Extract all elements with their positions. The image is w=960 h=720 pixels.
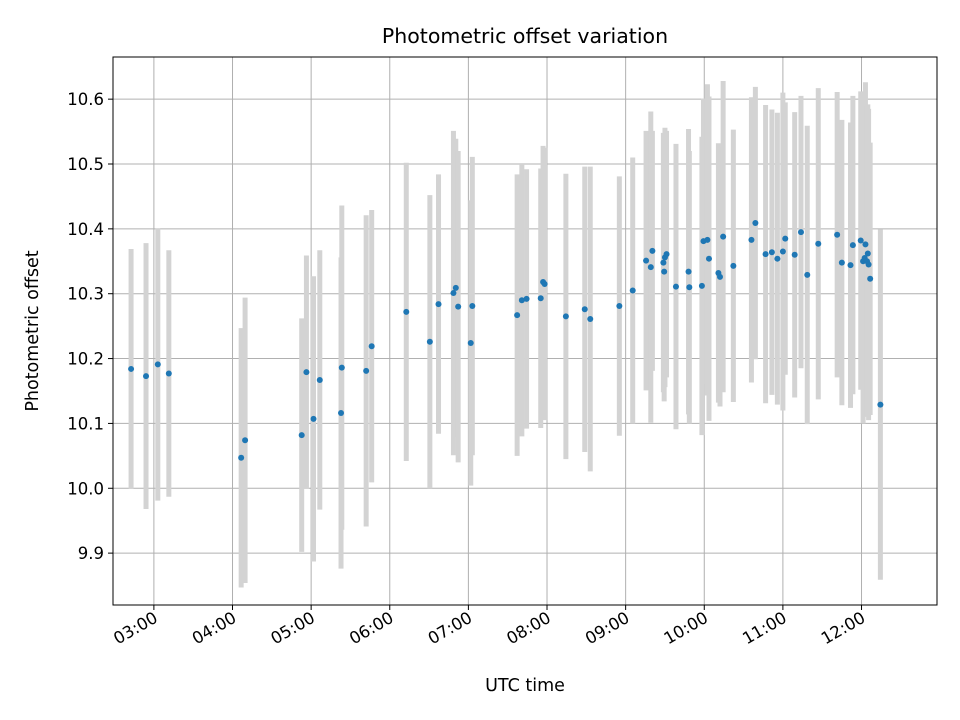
y-tick-label: 10.4 [67,220,104,239]
data-point [649,247,656,254]
data-point [862,241,869,248]
chart-title: Photometric offset variation [382,24,668,48]
data-point [867,275,874,282]
data-point [791,251,798,258]
data-point [643,257,650,264]
data-point [316,376,323,383]
data-point [128,365,135,372]
data-point [716,273,723,280]
axes-frame [112,56,938,606]
data-point [660,259,667,266]
data-point [752,220,759,227]
data-point [782,235,789,242]
data-point [165,370,172,377]
data-point [581,306,588,313]
data-point [864,250,871,257]
y-tick-label: 10.3 [67,285,104,304]
data-point [338,410,345,417]
data-point [403,308,410,315]
data-point [762,251,769,258]
data-point [663,251,670,258]
data-point [815,240,822,247]
data-point [514,312,521,319]
data-point [629,287,636,294]
y-tick-label: 9.9 [78,544,104,563]
data-point [541,280,548,287]
data-point [154,361,161,368]
data-point [587,316,594,323]
x-axis-label: UTC time [485,676,565,696]
y-tick-label: 10.6 [67,90,104,109]
data-point [426,338,433,345]
point-layer [128,220,884,461]
data-point [804,271,811,278]
data-point [661,268,668,275]
data-point [849,242,856,249]
y-tick-label: 10.0 [67,479,104,498]
data-point [672,283,679,290]
data-point [310,415,317,422]
data-point [647,264,654,271]
y-axis-label: Photometric offset [23,250,43,411]
data-point [720,233,727,240]
data-point [537,295,544,302]
data-point [303,369,310,376]
data-point [865,261,872,268]
data-point [857,237,864,244]
data-point [467,339,474,346]
data-point [238,454,245,461]
data-point [469,303,476,310]
data-point [363,367,370,374]
data-point [877,401,884,408]
data-point [779,248,786,255]
data-point [834,231,841,238]
data-point [455,303,462,310]
data-point [797,229,804,236]
data-point [774,255,781,262]
data-point [338,364,345,371]
data-point [450,290,457,297]
data-point [368,343,375,350]
data-point [435,301,442,308]
data-point [242,437,249,444]
y-tick-label: 10.5 [67,155,104,174]
data-point [838,259,845,266]
data-point [616,303,623,310]
data-point [518,297,525,304]
y-tick-label: 10.2 [67,350,104,369]
y-tick-label: 10.1 [67,414,104,433]
data-point [705,255,712,262]
data-point [730,262,737,269]
data-point [143,373,150,380]
data-point [298,432,305,439]
data-point [523,295,530,302]
data-point [686,284,693,291]
data-point [704,236,711,243]
data-point [748,236,755,243]
data-point [698,282,705,289]
data-point [847,262,854,269]
data-point [452,284,459,291]
data-point [768,249,775,256]
data-point [685,268,692,275]
data-point [562,313,569,320]
